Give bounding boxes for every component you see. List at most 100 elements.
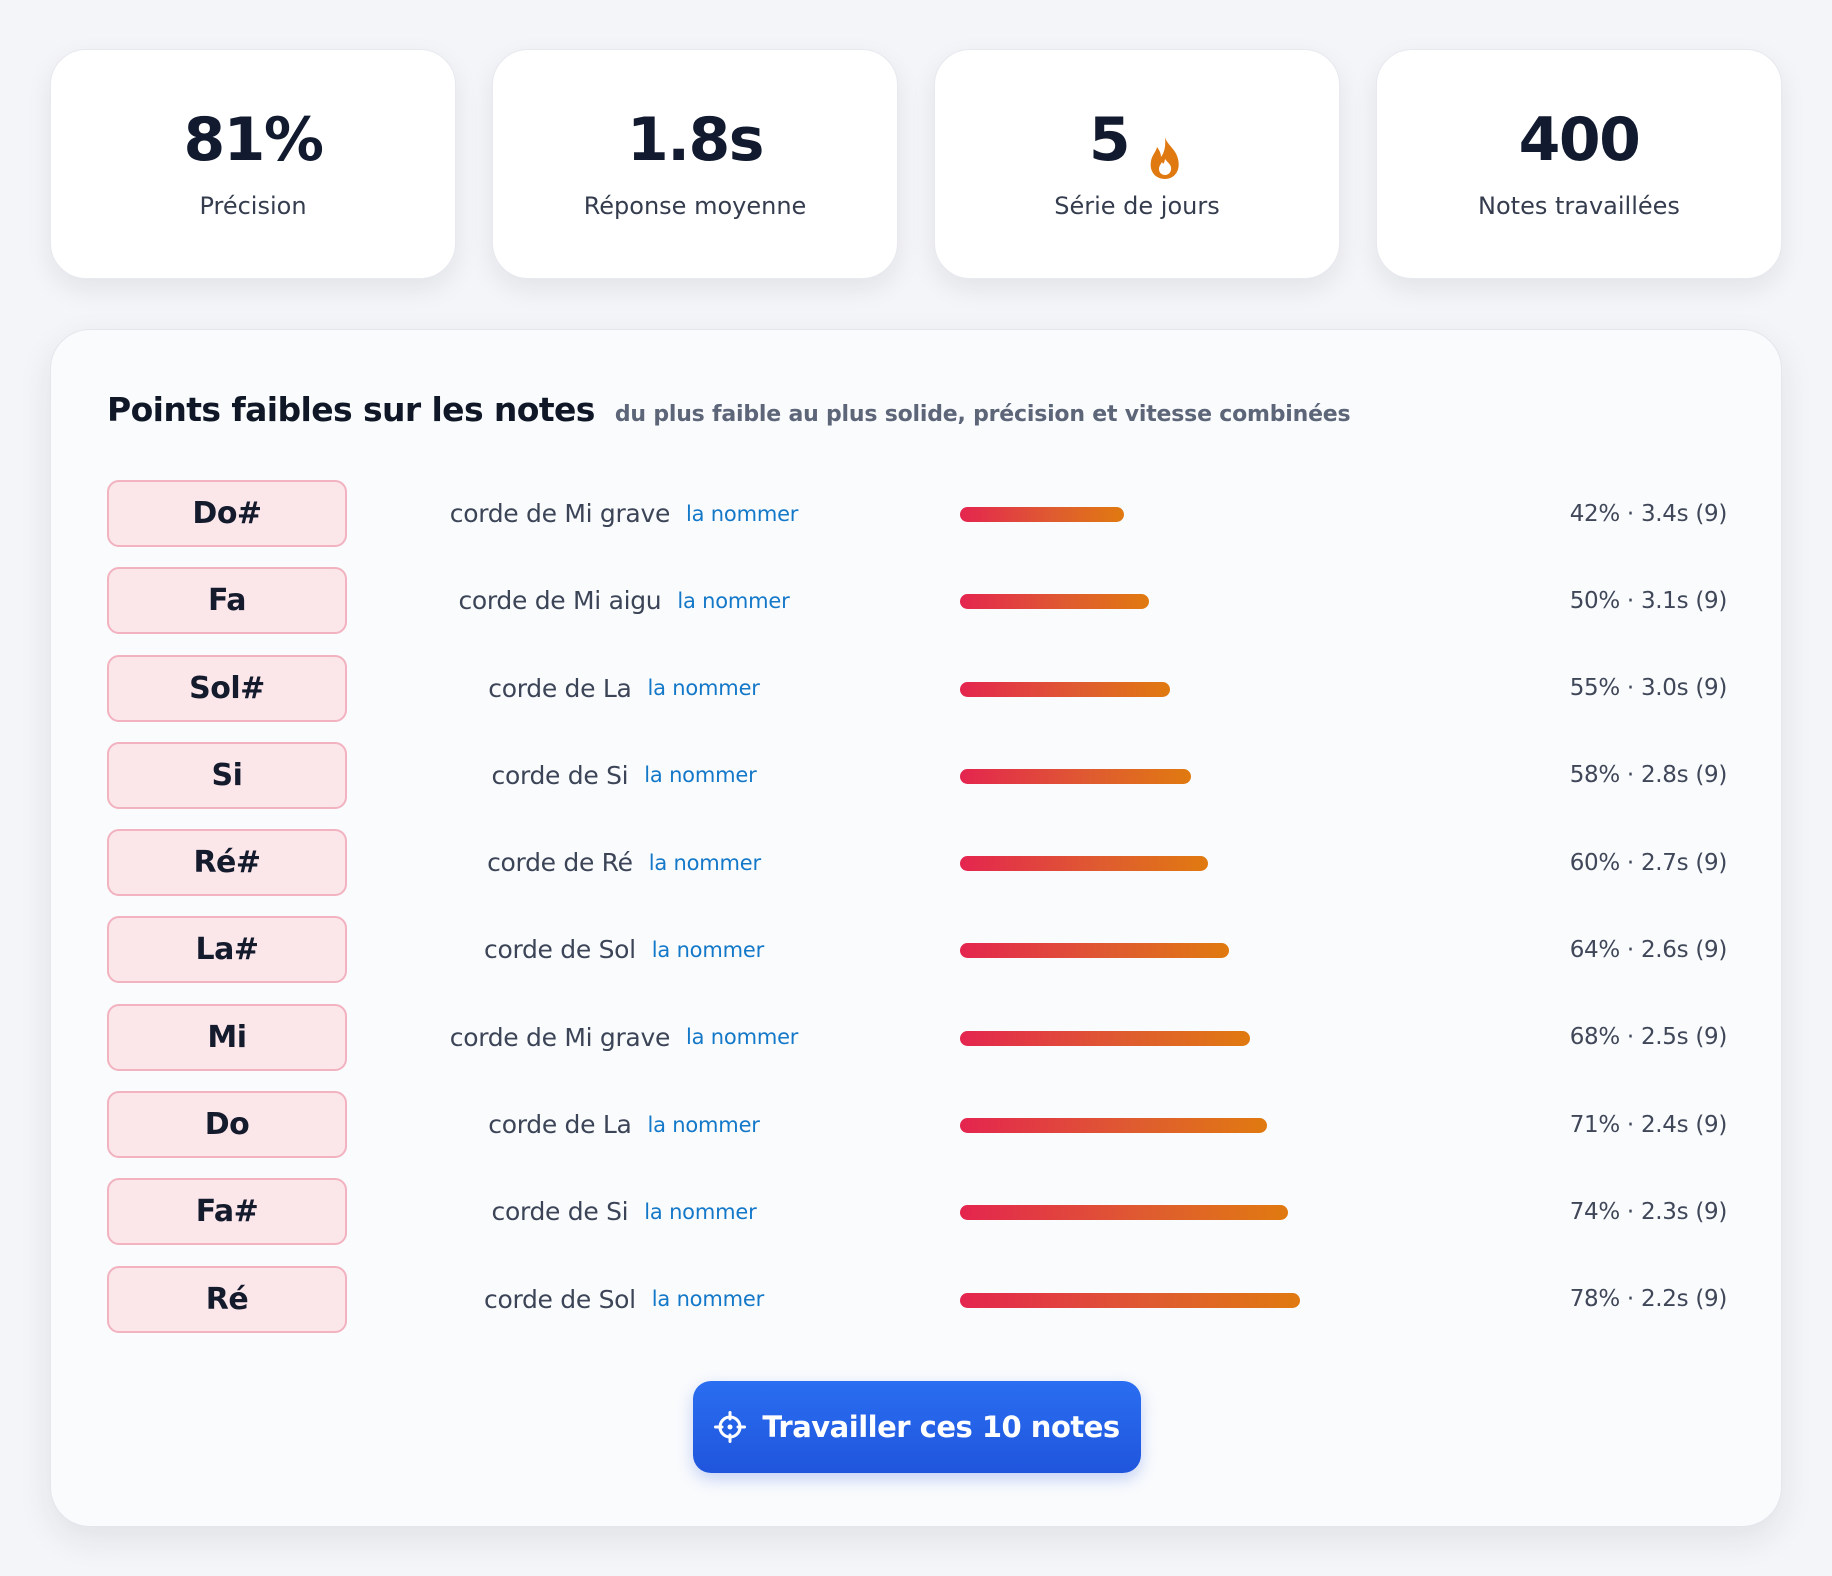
stat-value: 81% (183, 105, 324, 175)
name-it-link[interactable]: la nommer (644, 763, 757, 788)
weakness-bar-track (960, 943, 1380, 959)
flame-icon (1145, 123, 1185, 179)
note-stat: 58% · 2.8s (9) (1569, 762, 1728, 789)
weakness-bar-track (960, 1292, 1380, 1308)
name-it-link[interactable]: la nommer (647, 676, 760, 701)
practice-button-label: Travailler ces 10 notes (762, 1410, 1120, 1444)
string-name: corde de Mi grave (449, 1022, 671, 1052)
stat-value: 5 (1088, 105, 1131, 175)
weakness-bar (960, 507, 1124, 522)
note-stat: 74% · 2.3s (9) (1569, 1198, 1728, 1225)
weakness-bar (960, 594, 1149, 610)
stat-card-precision: 81% Précision (50, 49, 456, 279)
string-name: corde de Si (491, 1197, 629, 1227)
note-chip[interactable]: Do# (107, 480, 347, 547)
note-row: Ré corde de Sol la nommer 78% · 2.2s (9) (107, 1265, 1728, 1353)
target-icon (714, 1411, 747, 1443)
string-name: corde de Sol (484, 1284, 636, 1314)
note-chip[interactable]: Fa# (107, 1178, 347, 1246)
weakness-bar-track (960, 768, 1380, 784)
stat-label: Série de jours (1054, 192, 1220, 220)
stat-label: Précision (199, 192, 307, 220)
note-chip[interactable]: Sol# (107, 654, 347, 722)
stat-card-response-time: 1.8s Réponse moyenne (492, 49, 898, 279)
note-chip[interactable]: La# (107, 916, 347, 984)
string-info: corde de La la nommer (347, 655, 901, 722)
string-info: corde de La la nommer (347, 1091, 901, 1158)
note-row: Mi corde de Mi grave la nommer 68% · 2.5s (… (107, 1003, 1728, 1091)
string-name: corde de Ré (487, 848, 633, 878)
stat-label: Notes travaillées (1478, 192, 1680, 220)
note-stat: 78% · 2.2s (9) (1569, 1286, 1728, 1313)
weakness-bar (960, 1292, 1301, 1308)
weak-notes-panel: Points faibles sur les notes du plus fai… (50, 329, 1782, 1527)
name-it-link[interactable]: la nommer (677, 588, 790, 613)
stats-bar: 81% Précision 1.8s Réponse moyenne 5 Sér… (50, 49, 1782, 279)
note-chip[interactable]: Ré (107, 1265, 347, 1333)
panel-title: Points faibles sur les notes (107, 390, 595, 429)
note-stat: 68% · 2.5s (9) (1569, 1024, 1728, 1051)
string-info: corde de Si la nommer (347, 742, 901, 809)
weakness-bar-track (960, 507, 1380, 522)
note-chip[interactable]: Si (107, 741, 347, 809)
panel-subtitle: du plus faible au plus solide, précision… (614, 402, 1351, 427)
weakness-bar-track (960, 594, 1380, 610)
note-chip[interactable]: Fa (107, 567, 347, 635)
string-info: corde de Ré la nommer (347, 829, 901, 896)
note-stat: 55% · 3.0s (9) (1569, 675, 1728, 702)
name-it-link[interactable]: la nommer (651, 937, 764, 962)
weakness-bar (960, 681, 1170, 697)
note-row: Si corde de Si la nommer 58% · 2.8s (9) (107, 741, 1728, 829)
stat-value: 1.8s (626, 105, 765, 175)
note-stat: 60% · 2.7s (9) (1569, 849, 1728, 876)
note-stat: 64% · 2.6s (9) (1569, 936, 1728, 963)
note-row: Do# corde de Mi grave la nommer 42% · 3.4s … (107, 480, 1727, 567)
note-row: La# corde de Sol la nommer 64% · 2.6s (9) (107, 916, 1727, 1003)
name-it-link[interactable]: la nommer (686, 1025, 799, 1050)
weakness-bar-track (960, 1030, 1380, 1046)
weakness-bar-track (960, 1205, 1380, 1221)
panel-header: Points faibles sur les notes du plus fai… (107, 390, 1351, 429)
string-name: corde de Si (491, 760, 629, 790)
string-name: corde de Mi aigu (458, 586, 662, 616)
string-info: corde de Mi grave la nommer (347, 480, 901, 547)
string-info: corde de Mi aigu la nommer (347, 567, 901, 634)
note-row: Fa corde de Mi aigu la nommer 50% · 3.1s (9… (107, 567, 1727, 654)
name-it-link[interactable]: la nommer (647, 1112, 760, 1137)
note-chip[interactable]: Mi (107, 1003, 347, 1071)
string-name: corde de Mi grave (449, 499, 671, 528)
name-it-link[interactable]: la nommer (644, 1199, 757, 1224)
weakness-bar (960, 1030, 1250, 1046)
note-row: Ré# corde de Ré la nommer 60% · 2.7s (9) (107, 829, 1727, 916)
weakness-bar (960, 1118, 1267, 1134)
string-name: corde de La (488, 1110, 632, 1140)
note-stat: 50% · 3.1s (9) (1569, 587, 1728, 614)
practice-notes-button[interactable]: Travailler ces 10 notes (693, 1381, 1141, 1473)
weakness-bar-track (960, 1118, 1380, 1134)
weakness-bar (960, 856, 1208, 872)
string-name: corde de Sol (484, 935, 636, 965)
stat-card-streak: 5 Série de jours (934, 49, 1340, 279)
string-name: corde de La (488, 673, 632, 703)
string-info: corde de Sol la nommer (347, 916, 901, 983)
note-chip[interactable]: Do (107, 1091, 347, 1159)
weakness-bar (960, 943, 1229, 959)
string-info: corde de Si la nommer (347, 1178, 901, 1245)
note-stat: 71% · 2.4s (9) (1569, 1111, 1728, 1138)
weak-notes-list: Do# corde de Mi grave la nommer 42% · 3.4s … (107, 480, 1727, 1353)
weakness-bar (960, 768, 1191, 784)
name-it-link[interactable]: la nommer (648, 850, 761, 875)
stat-card-notes-practiced: 400 Notes travaillées (1376, 49, 1782, 279)
weakness-bar-track (960, 856, 1380, 872)
string-info: corde de Sol la nommer (347, 1266, 901, 1333)
note-row: Sol# corde de La la nommer 55% · 3.0s (9) (107, 654, 1728, 742)
note-stat: 42% · 3.4s (9) (1569, 500, 1728, 527)
name-it-link[interactable]: la nommer (651, 1287, 764, 1312)
weakness-bar-track (960, 681, 1380, 697)
note-row: Do corde de La la nommer 71% · 2.4s (9) (107, 1091, 1727, 1178)
stat-label: Réponse moyenne (583, 192, 807, 220)
name-it-link[interactable]: la nommer (686, 501, 799, 526)
weakness-bar (960, 1205, 1288, 1221)
note-chip[interactable]: Ré# (107, 829, 347, 897)
stat-value: 400 (1518, 105, 1641, 175)
